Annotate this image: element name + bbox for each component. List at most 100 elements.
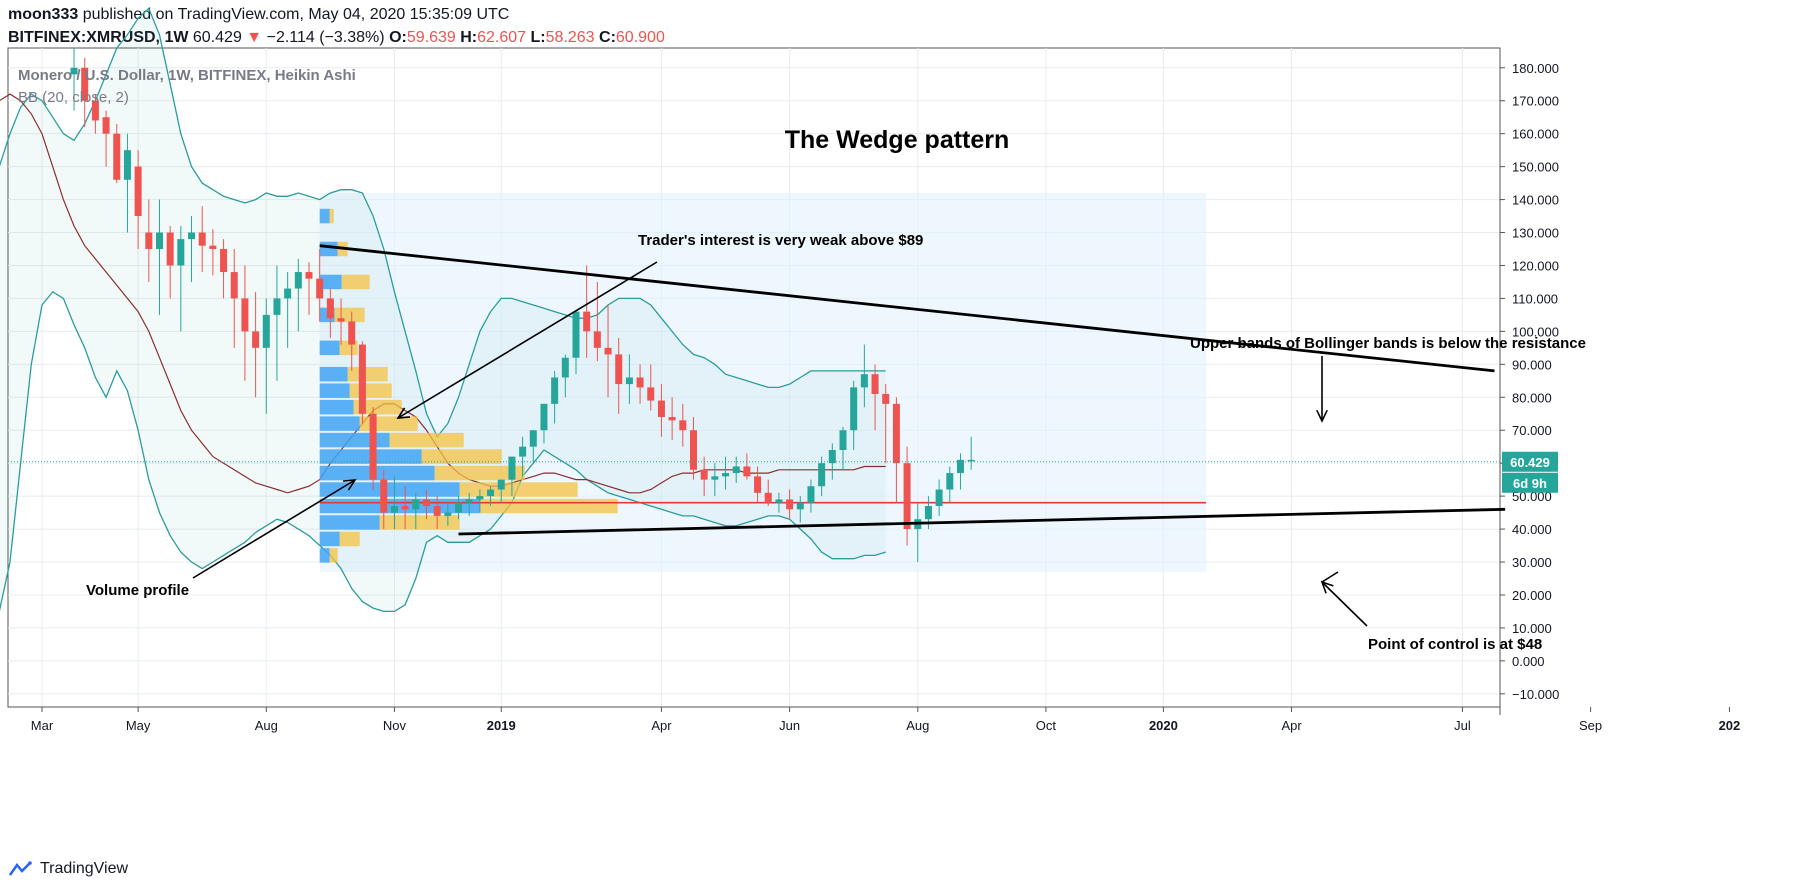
candle-body (230, 272, 238, 299)
candle-body (593, 331, 601, 348)
volume-profile-down-bar (341, 274, 370, 290)
candle-body (892, 403, 900, 464)
volume-profile-up-bar (319, 432, 390, 448)
time-tick-label: Jun (779, 718, 800, 733)
candle-body (668, 417, 676, 421)
candle-body (967, 459, 975, 462)
candle-body (529, 430, 537, 447)
time-tick-label: May (126, 718, 151, 733)
annotation-arrow-interest-head (396, 407, 411, 419)
price-tick-label: 140.000 (1512, 193, 1559, 208)
volume-profile-up-bar (319, 241, 338, 257)
volume-profile-down-bar (347, 366, 388, 382)
candle-body (700, 469, 708, 480)
price-tick-label: 80.000 (1512, 390, 1552, 405)
volume-profile-up-bar (319, 548, 330, 563)
volume-profile-down-bar (379, 515, 460, 530)
volume-profile-down-bar (349, 383, 392, 398)
open-value: 59.639 (406, 29, 456, 46)
countdown-label: 6d 9h (1513, 476, 1547, 491)
bb-fill (0, 8, 886, 612)
candle-body (348, 321, 356, 345)
price-tick-label: 0.000 (1512, 654, 1545, 669)
candle-body (305, 272, 313, 279)
price-tick-label: 30.000 (1512, 555, 1552, 570)
annotation-arrow-volume-profile-head (342, 479, 357, 491)
time-tick-label: Apr (651, 718, 672, 733)
price-tick-label: 10.000 (1512, 621, 1552, 636)
close-value: 60.900 (615, 29, 665, 46)
footer-brand[interactable]: TradingView (8, 860, 128, 878)
price-tick-label: 110.000 (1512, 291, 1558, 306)
low-label: L: (530, 29, 546, 46)
change-value: −2.114 (−3.38%) (266, 29, 385, 46)
candle-body (860, 374, 868, 388)
time-tick-label: Mar (31, 718, 54, 733)
volume-profile-up-bar (319, 366, 348, 382)
volume-profile-down-bar (421, 449, 502, 464)
volume-profile-up-bar (319, 531, 340, 547)
time-tick-label: Sep (1579, 718, 1602, 733)
candle-body (743, 466, 751, 477)
candle-body (711, 476, 719, 480)
chart-title: The Wedge pattern (785, 126, 1010, 154)
candle-body (252, 331, 260, 348)
candle-body (316, 278, 324, 299)
candle-body (551, 377, 559, 404)
candle-body (81, 67, 89, 101)
candle-body (241, 298, 249, 332)
volume-profile-up-bar (319, 515, 380, 530)
candle-body (177, 239, 185, 266)
indicator-legend[interactable]: BB (20, close, 2) (18, 89, 129, 106)
last-price-tag (1502, 451, 1558, 472)
volume-profile-up-bar (319, 465, 435, 481)
volume-profile-up-bar (319, 340, 340, 356)
candle-body (476, 496, 484, 500)
candle-body (679, 420, 687, 431)
candle-body (786, 499, 794, 510)
volume-profile-up-bar (319, 416, 360, 431)
candle-body (615, 354, 623, 385)
candle-body (839, 430, 847, 450)
candle-body (636, 377, 644, 388)
candle-body (155, 232, 163, 249)
candle-body (401, 506, 409, 510)
candle-body (903, 463, 911, 530)
candle-body (732, 466, 740, 474)
candle-body (102, 117, 110, 134)
price-tick-label: 50.000 (1512, 489, 1552, 504)
candle-body (198, 232, 206, 246)
author[interactable]: moon333 (8, 6, 79, 23)
volume-profile-down-bar (459, 482, 578, 497)
candle-body (294, 272, 302, 289)
candle-body (882, 393, 890, 404)
candle-body (412, 499, 420, 510)
candle-body (444, 512, 452, 516)
time-tick-label: Aug (906, 718, 929, 733)
high-label: H: (460, 29, 478, 46)
time-tick-label: 202 (1719, 718, 1741, 733)
resistance-line (319, 244, 1495, 373)
price-tick-label: 70.000 (1512, 423, 1552, 438)
open-label: O: (389, 29, 407, 46)
candle-body (422, 499, 430, 507)
candle-body (284, 288, 292, 299)
time-tick-label: Apr (1281, 718, 1302, 733)
volume-profile-down-bar (329, 208, 334, 224)
volume-profile-up-bar (319, 383, 350, 398)
candle-body (807, 486, 815, 503)
annotation-interest: Trader's interest is very weak above $89 (638, 232, 923, 249)
candle-body (209, 245, 217, 249)
candle-body (433, 506, 441, 516)
candle-body (358, 344, 366, 414)
candle-body (113, 133, 121, 180)
annotation-arrow-poc-head2 (1321, 571, 1339, 583)
volume-profile-down-bar (479, 498, 618, 514)
high-value: 62.607 (477, 29, 527, 46)
time-tick-label: 2019 (487, 718, 516, 733)
candle-body (828, 449, 836, 464)
candle-body (497, 479, 505, 490)
candle-body (924, 506, 932, 520)
volume-profile-up-bar (319, 399, 354, 415)
